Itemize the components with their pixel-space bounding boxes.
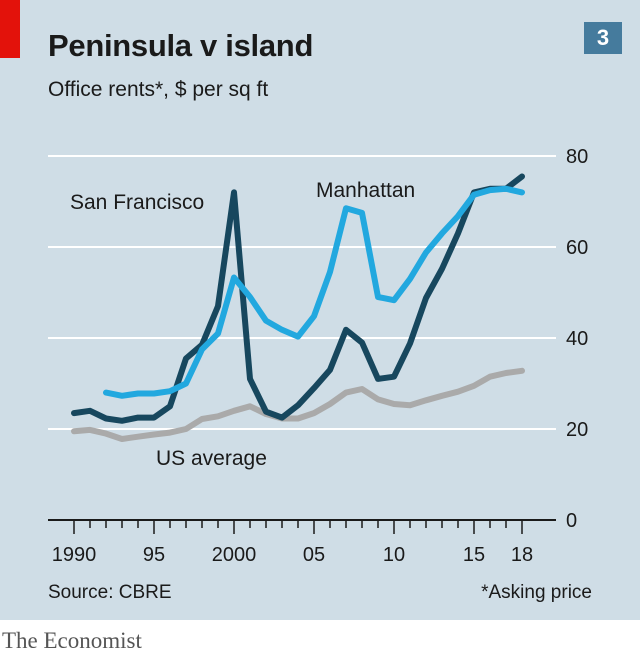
- chart-title: Peninsula v island: [48, 28, 314, 63]
- chart-subtitle: Office rents*, $ per sq ft: [48, 78, 269, 101]
- brand-wordmark: The Economist: [2, 628, 142, 653]
- y-axis: 0 20 40 60 80: [566, 146, 588, 532]
- footnote: *Asking price: [481, 582, 592, 603]
- x-tick-label: 10: [383, 544, 405, 566]
- gridlines: [48, 155, 556, 430]
- series-line-san-francisco: [71, 173, 525, 424]
- y-tick-label: 0: [566, 510, 577, 532]
- series-labels: US average San Francisco Manhattan: [70, 179, 415, 470]
- x-tick-label: 05: [303, 544, 325, 566]
- series-lines: [71, 173, 525, 442]
- y-tick-label: 80: [566, 146, 588, 168]
- series-label-san-francisco: San Francisco: [70, 191, 204, 214]
- x-tick-label: 95: [143, 544, 165, 566]
- brand-red-tag: [0, 0, 20, 58]
- series-line-us-average: [71, 367, 525, 442]
- y-tick-label: 20: [566, 419, 588, 441]
- chart-panel: [0, 0, 640, 620]
- x-axis: 1990 95 2000 05 10 15 18: [48, 519, 556, 566]
- y-tick-label: 60: [566, 237, 588, 259]
- x-tick-label: 2000: [212, 544, 257, 566]
- x-tick-label: 18: [511, 544, 533, 566]
- series-label-manhattan: Manhattan: [316, 179, 415, 202]
- x-tick-label: 1990: [52, 544, 97, 566]
- x-tick-label: 15: [463, 544, 485, 566]
- source-note: Source: CBRE: [48, 582, 172, 603]
- series-line-manhattan: [103, 185, 525, 399]
- chart-number-badge: 3: [584, 22, 622, 54]
- series-label-us-average: US average: [156, 447, 267, 470]
- y-tick-label: 40: [566, 328, 588, 350]
- line-chart: 1990 95 2000 05 10 15 18 0 20 40 60 80 US average S…: [48, 146, 588, 566]
